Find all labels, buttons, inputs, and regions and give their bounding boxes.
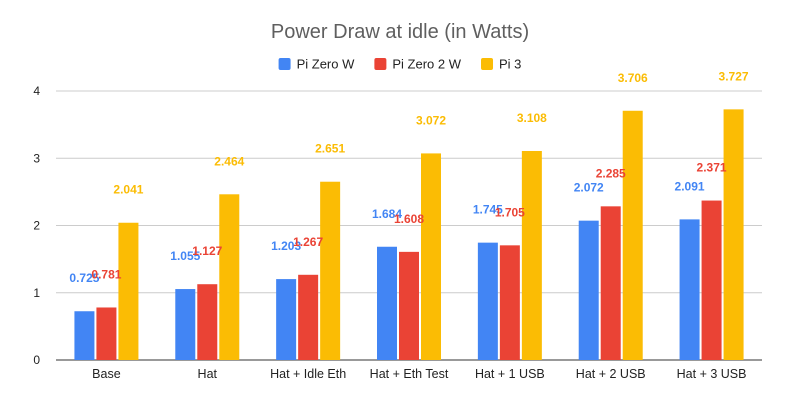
bar: [622, 110, 643, 360]
data-label: 2.072: [574, 181, 604, 195]
data-label: 1.608: [394, 212, 424, 226]
x-tick-label: Hat + Idle Eth: [270, 367, 346, 381]
chart-title: Power Draw at idle (in Watts): [271, 21, 529, 43]
data-label: 2.371: [697, 161, 727, 175]
x-tick-label: Hat + 3 USB: [677, 367, 747, 381]
y-tick-label: 1: [33, 286, 40, 300]
data-label: 1.267: [293, 235, 323, 249]
legend: Pi Zero W Pi Zero 2 W Pi 3: [278, 57, 521, 72]
bar: [298, 274, 319, 360]
x-tick-label: Hat: [198, 367, 218, 381]
bar-series: [74, 109, 744, 360]
x-tick-label: Hat + Eth Test: [370, 367, 449, 381]
y-tick-label: 4: [33, 84, 40, 98]
legend-swatch: [278, 58, 291, 70]
bar: [499, 245, 520, 360]
bar: [521, 150, 542, 360]
gridlines: [56, 90, 762, 361]
bar: [320, 181, 341, 360]
y-tick-label: 0: [33, 353, 40, 367]
legend-label: Pi Zero W: [297, 57, 356, 72]
bar: [399, 251, 419, 360]
data-label: 2.091: [675, 179, 705, 193]
data-label: 3.727: [719, 69, 749, 83]
legend-label: Pi Zero 2 W: [392, 57, 461, 72]
data-label: 3.072: [416, 113, 446, 127]
data-label: 2.464: [214, 154, 244, 168]
bar: [701, 200, 722, 360]
data-label: 1.203: [271, 239, 301, 253]
bar: [219, 194, 240, 360]
legend-label: Pi 3: [499, 57, 521, 72]
data-label: 2.285: [596, 166, 626, 180]
x-axis: Base Hat Hat + Idle Eth Hat + Eth Test Hat +…: [92, 367, 746, 381]
data-label: 1.705: [495, 205, 525, 219]
data-label: 0.725: [69, 271, 99, 285]
data-label: 3.108: [517, 111, 547, 125]
bar: [600, 206, 621, 360]
data-label: 2.041: [113, 183, 143, 197]
bar: [197, 284, 218, 360]
data-label: 3.706: [618, 71, 648, 85]
bar: [477, 242, 498, 360]
bar: [679, 219, 700, 360]
data-label: 1.055: [170, 249, 200, 263]
legend-swatch: [374, 58, 387, 70]
y-tick-label: 3: [33, 151, 40, 165]
bar: [96, 307, 117, 360]
x-tick-label: Base: [92, 367, 121, 381]
legend-swatch: [481, 58, 494, 70]
bar: [74, 311, 95, 360]
data-label: 1.127: [192, 244, 222, 258]
bar: [276, 279, 297, 360]
data-label: 1.684: [372, 207, 402, 221]
bar: [175, 289, 196, 360]
bar: [377, 246, 397, 360]
data-label: 2.651: [315, 142, 345, 156]
data-label: 1.745: [473, 203, 503, 217]
x-tick-label: Hat + 1 USB: [475, 367, 545, 381]
bar: [421, 153, 441, 360]
y-axis: 0 1 2 3 4: [33, 84, 40, 367]
data-label: 0.781: [91, 267, 121, 281]
bar: [118, 222, 139, 360]
bar: [578, 220, 599, 360]
y-tick-label: 2: [33, 219, 40, 233]
x-tick-label: Hat + 2 USB: [576, 367, 646, 381]
bar: [723, 109, 744, 360]
